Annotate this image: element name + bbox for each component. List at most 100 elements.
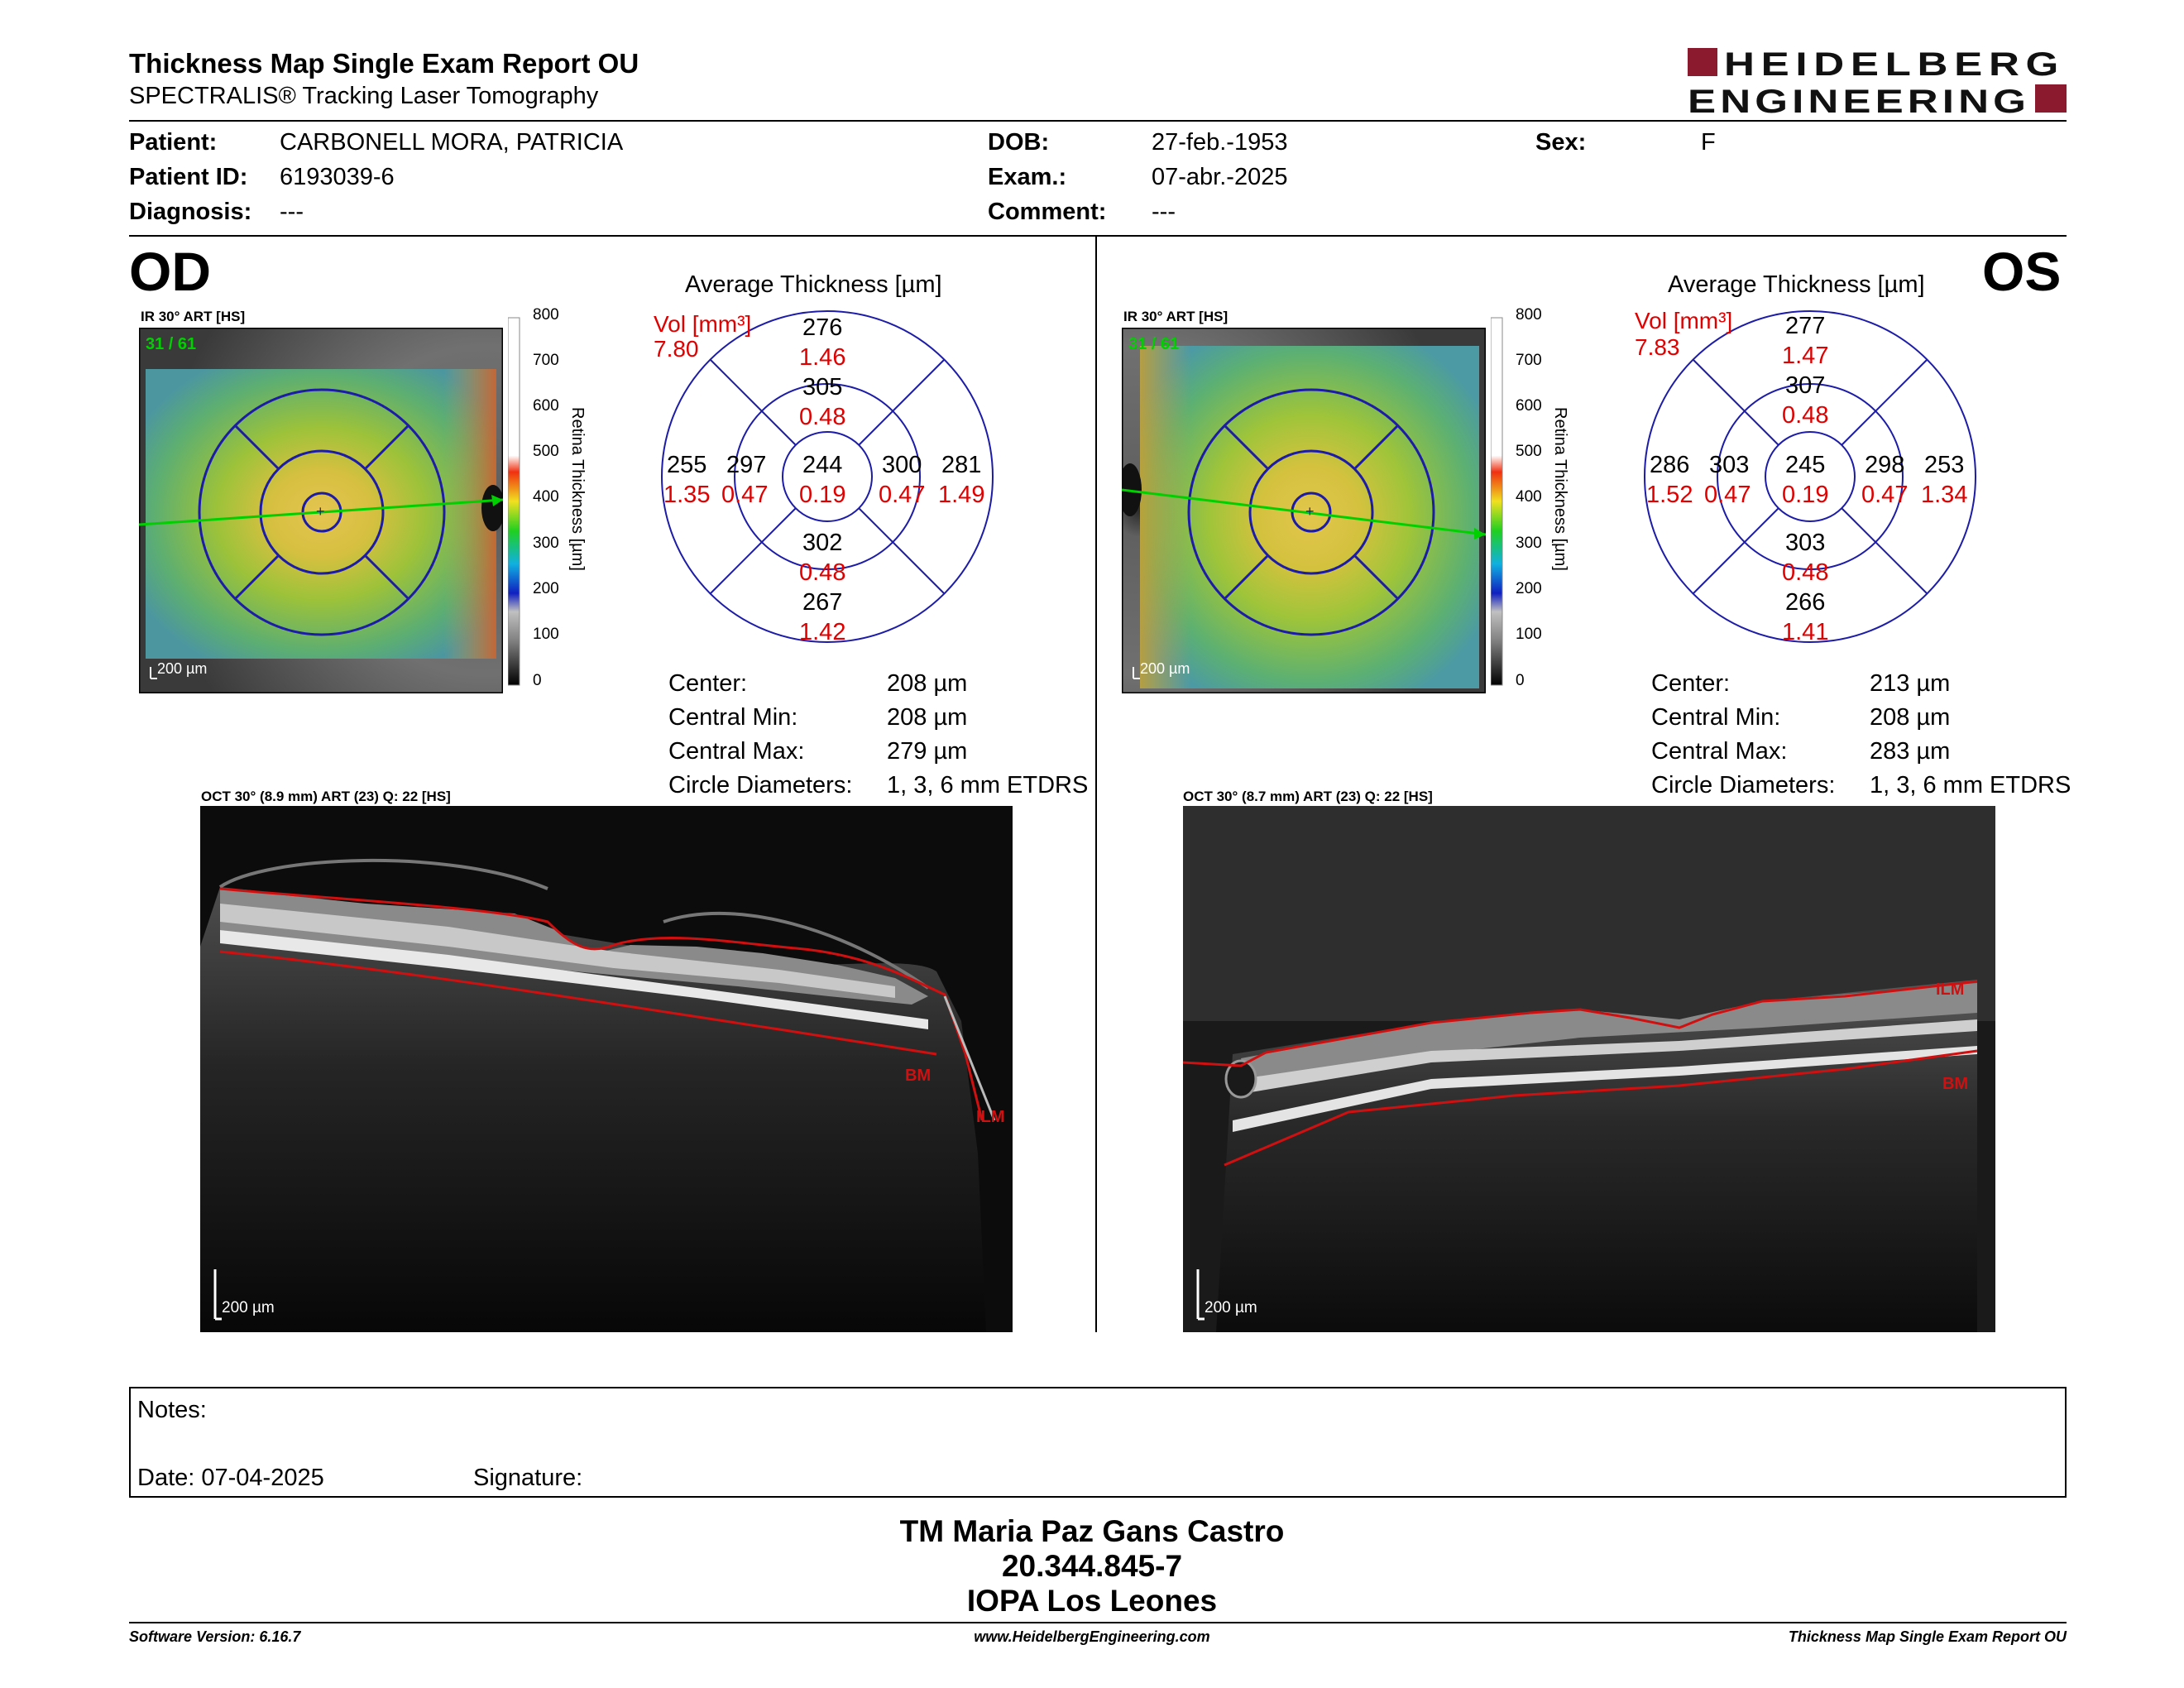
os-vol-value: 7.83 [1635,334,1680,360]
signature-label: Signature: [473,1465,583,1491]
website-link[interactable]: www.HeidelbergEngineering.com [974,1628,1210,1645]
os-scale-tick-600: 600 [1516,397,1542,415]
os-cmax-label: Central Max: [1651,738,1788,765]
os-oct-scalebar: 200 µm [1205,1299,1257,1316]
od-center-thickness: 244 [802,452,843,478]
od-frames: 31 / 61 [146,335,196,353]
patient-id-label: Patient ID: [129,164,248,190]
os-inner-left-thickness: 303 [1709,452,1750,478]
od-outer-inf-thickness: 267 [802,589,843,616]
os-scale-tick-400: 400 [1516,488,1542,506]
od-scale-tick-100: 100 [533,626,559,643]
od-scale-tick-500: 500 [533,443,559,460]
od-color-scale [507,314,566,695]
od-circle-label: Circle Diameters: [668,772,853,798]
od-circle-value: 1, 3, 6 mm ETDRS [887,772,1089,798]
os-scale-tick-500: 500 [1516,443,1542,460]
signer-institution: IOPA Los Leones [966,1584,1218,1618]
os-scale-tick-300: 300 [1516,535,1542,552]
od-vol-label: Vol [mm³] [654,311,752,337]
od-cmax-value: 279 µm [887,738,968,765]
os-scale-title: Retina Thickness [µm] [1551,407,1569,571]
os-scale-tick-0: 0 [1516,672,1525,689]
notes-label: Notes: [137,1397,207,1423]
os-outer-right-thickness: 253 [1924,452,1965,478]
os-color-scale [1490,314,1549,695]
patient-id: 6193039-6 [280,164,395,190]
od-oct-scalebar: 200 µm [222,1299,275,1316]
od-inner-left-vol: 0.47 [721,482,769,508]
os-inner-right-thickness: 298 [1865,452,1905,478]
os-etdrs-grid [1636,303,1984,650]
od-scale-tick-0: 0 [533,672,542,689]
od-inner-sup-thickness: 305 [802,374,843,400]
od-scale-tick-600: 600 [533,397,559,415]
od-outer-left-vol: 1.35 [663,482,711,508]
od-oct-bscan: BM ILM 200 µm [200,806,1013,1332]
sex-label: Sex: [1535,129,1587,156]
notes-date: Date: 07-04-2025 [137,1465,324,1491]
od-scale-tick-400: 400 [533,488,559,506]
os-outer-right-vol: 1.34 [1921,482,1968,508]
comment-value: --- [1152,199,1176,225]
signer-rut: 20.344.845-7 [1001,1549,1183,1583]
diagnosis-value: --- [280,199,304,225]
od-scale-tick-800: 800 [533,306,559,324]
svg-text:+: + [1305,503,1315,520]
od-inner-inf-vol: 0.48 [799,559,846,586]
software-version: Software Version: 6.16.7 [129,1628,301,1645]
od-inner-right-thickness: 300 [882,452,922,478]
os-inner-inf-vol: 0.48 [1782,559,1829,586]
od-scale-tick-200: 200 [533,580,559,597]
os-outer-left-vol: 1.52 [1646,482,1693,508]
os-oct-label: OCT 30° (8.7 mm) ART (23) Q: 22 [HS] [1183,789,1433,804]
header-divider [129,120,2067,122]
os-cmin-value: 208 µm [1870,704,1951,731]
exam-value: 07-abr.-2025 [1152,164,1288,190]
comment-label: Comment: [988,199,1107,225]
od-inner-sup-vol: 0.48 [799,404,846,430]
patient-label: Patient: [129,129,218,156]
patient-name: CARBONELL MORA, PATRICIA [280,129,624,156]
os-outer-inf-vol: 1.41 [1782,619,1829,645]
footer-report-title: Thickness Map Single Exam Report OU [1788,1628,2067,1645]
os-ir-label: IR 30° ART [HS] [1123,309,1228,324]
od-oct-label: OCT 30° (8.9 mm) ART (23) Q: 22 [HS] [201,789,451,804]
os-outer-inf-thickness: 266 [1785,589,1826,616]
os-vol-label: Vol [mm³] [1635,308,1733,333]
od-cmax-label: Central Max: [668,738,805,765]
od-outer-right-vol: 1.49 [938,482,985,508]
notes-box[interactable]: Notes: Date: 07-04-2025 Signature: [129,1387,2067,1498]
os-center-thickness: 245 [1785,452,1826,478]
os-map-scalebar: 200 µm [1140,660,1190,677]
od-ir-label: IR 30° ART [HS] [141,309,246,324]
diagnosis-label: Diagnosis: [129,199,252,225]
center-divider [1095,237,1097,1332]
od-outer-sup-vol: 1.46 [799,344,846,371]
os-tag-bm: BM [1942,1075,1968,1093]
os-inner-sup-thickness: 307 [1785,372,1826,399]
os-thickness-map: + 31 / 61 200 µm [1118,326,1487,695]
exam-label: Exam.: [988,164,1067,190]
od-tag-bm: BM [905,1067,931,1085]
os-cmin-label: Central Min: [1651,704,1781,731]
os-tag-ilm: ILM [1936,981,1964,999]
od-outer-inf-vol: 1.42 [799,619,846,645]
od-etdrs-grid [654,303,1001,650]
od-outer-sup-thickness: 276 [802,314,843,341]
od-tag-ilm: ILM [976,1108,1004,1126]
logo-line2: ENGINEERING [1688,84,2030,116]
os-inner-sup-vol: 0.48 [1782,402,1829,429]
os-center-value: 213 µm [1870,670,1951,697]
os-outer-left-thickness: 286 [1650,452,1690,478]
os-scale-tick-100: 100 [1516,626,1542,643]
footer-divider [129,1622,2067,1623]
od-outer-left-thickness: 255 [667,452,707,478]
od-center-label: Center: [668,670,748,697]
os-center-vol: 0.19 [1782,482,1829,508]
od-cmin-label: Central Min: [668,704,798,731]
report-subtitle: SPECTRALIS® Tracking Laser Tomography [129,83,599,109]
od-scale-tick-700: 700 [533,352,559,369]
report-title: Thickness Map Single Exam Report OU [129,48,639,79]
od-cmin-value: 208 µm [887,704,968,731]
